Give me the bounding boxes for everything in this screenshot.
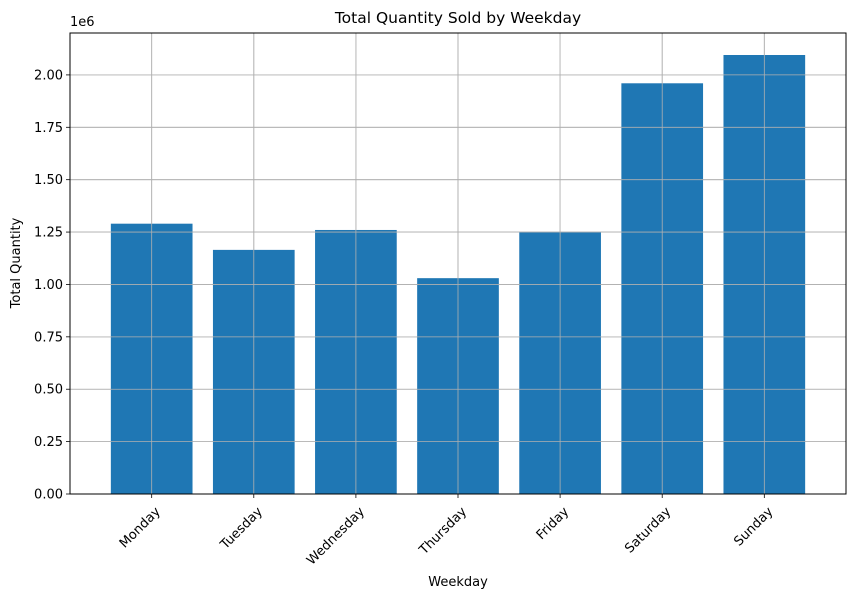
y-tick-label: 1.75 — [34, 121, 63, 136]
x-tick-label: Wednesday — [304, 504, 368, 568]
y-tick-label: 0.50 — [34, 383, 63, 398]
y-tick-label: 1.50 — [34, 173, 63, 188]
y-tick-label: 0.25 — [34, 435, 63, 450]
y-tick-label: 2.00 — [34, 68, 63, 83]
x-tick-label: Tuesday — [217, 504, 266, 553]
chart-title: Total Quantity Sold by Weekday — [334, 9, 581, 27]
y-tick-label: 0.75 — [34, 330, 63, 345]
x-tick-label: Sunday — [731, 504, 776, 549]
x-tick-label: Saturday — [622, 504, 674, 556]
x-tick-label: Monday — [117, 504, 164, 551]
y-tick-label: 1.00 — [34, 278, 63, 293]
x-ticks: Monday Tuesday Wednesday Thursday Friday Satu… — [117, 494, 777, 568]
y-ticks: 0.00 0.25 0.50 0.75 1.00 1.25 1.50 1.75 2.00 — [34, 68, 70, 503]
bars — [70, 33, 846, 495]
x-axis-title: Weekday — [428, 575, 488, 590]
x-tick-label: Thursday — [416, 504, 470, 558]
y-tick-label: 0.00 — [34, 488, 63, 503]
y-offset-label: 1e6 — [70, 15, 95, 30]
y-tick-label: 1.25 — [34, 226, 63, 241]
y-axis-title: Total Quantity — [9, 217, 24, 309]
x-tick-label: Friday — [534, 504, 573, 543]
